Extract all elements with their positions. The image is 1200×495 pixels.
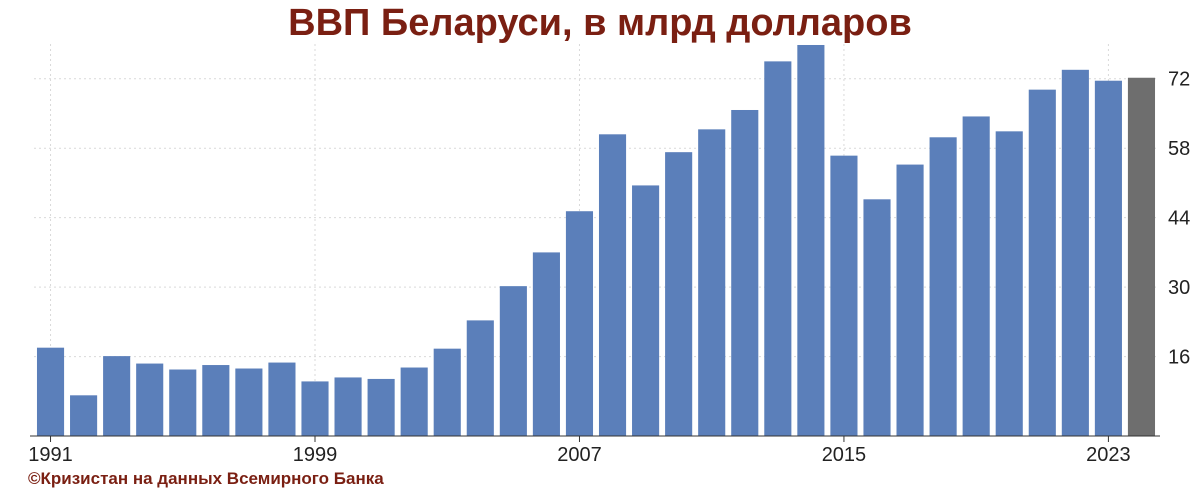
bar-2007	[565, 211, 594, 436]
bar-2001	[367, 378, 395, 436]
y-tick-label: 72	[1168, 69, 1190, 91]
x-tick-labels: 1991 1999 2007 2015 2023	[28, 444, 1130, 466]
bar-2018	[929, 137, 957, 436]
x-tick-label: 1991	[28, 444, 73, 466]
x-tick-label: 2015	[822, 444, 867, 466]
bar-1992	[70, 395, 98, 436]
y-tick-labels: 16 30 44 58 72	[1168, 69, 1190, 369]
y-tick-label: 58	[1168, 138, 1190, 160]
bar-1998	[268, 362, 296, 436]
bar-2000	[334, 377, 362, 436]
bar-2009	[632, 185, 660, 436]
bar-2023	[1094, 80, 1122, 436]
bar-2006	[532, 252, 560, 436]
bar-2004	[466, 320, 494, 436]
bar-1994	[136, 363, 164, 436]
bar-2015	[830, 155, 858, 436]
bar-2017	[896, 164, 924, 436]
bar-2022	[1061, 69, 1089, 437]
y-tick-label: 44	[1168, 208, 1190, 230]
bar-2021	[1028, 89, 1056, 436]
bar-2012	[731, 109, 759, 436]
bar-1997	[235, 368, 263, 436]
bar-2005	[499, 286, 527, 436]
y-tick-label: 16	[1168, 347, 1190, 369]
bar-2013	[764, 61, 792, 436]
chart-title: ВВП Беларуси, в млрд долларов	[288, 2, 912, 44]
axes	[30, 435, 1160, 442]
bar-1999	[301, 381, 329, 436]
bar-2008	[598, 134, 627, 437]
bar-1991	[36, 347, 65, 436]
x-tick-label: 1999	[293, 444, 338, 466]
bar-2002	[400, 367, 428, 436]
x-tick-label: 2007	[557, 444, 602, 466]
y-tick-label: 30	[1168, 277, 1190, 299]
bars	[36, 44, 1156, 437]
bar-2020	[995, 131, 1023, 436]
bar-2016	[863, 199, 891, 436]
bar-2003	[433, 348, 461, 436]
source-credit: ©Кризистан на данных Всемирного Банка	[28, 469, 384, 488]
bar-1993	[103, 356, 131, 436]
bar-2010	[665, 152, 693, 436]
x-tick-label: 2023	[1086, 444, 1131, 466]
bar-1995	[169, 369, 197, 436]
bar-2011	[698, 129, 726, 436]
bar-2019	[962, 116, 990, 437]
bar-2024	[1127, 77, 1156, 437]
bar-2014	[797, 44, 825, 437]
bar-1996	[202, 365, 230, 436]
